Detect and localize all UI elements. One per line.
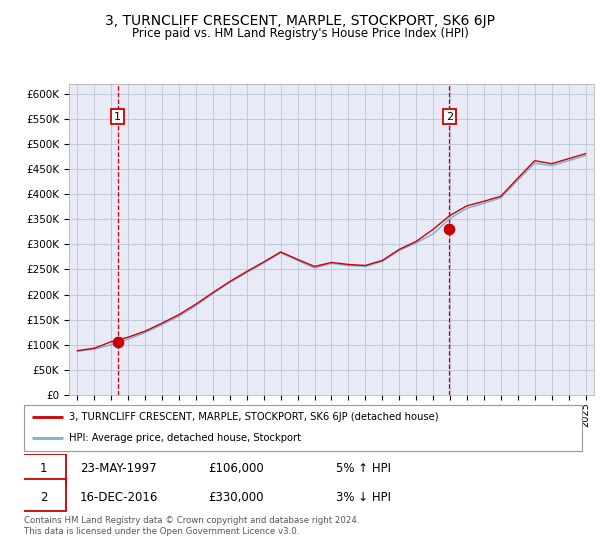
Text: 1: 1 bbox=[40, 462, 47, 475]
Text: Contains HM Land Registry data © Crown copyright and database right 2024.
This d: Contains HM Land Registry data © Crown c… bbox=[24, 516, 359, 536]
Text: HPI: Average price, detached house, Stockport: HPI: Average price, detached house, Stoc… bbox=[68, 433, 301, 444]
Point bbox=[113, 337, 122, 346]
Text: 16-DEC-2016: 16-DEC-2016 bbox=[80, 491, 158, 504]
FancyBboxPatch shape bbox=[21, 454, 66, 486]
Text: 3, TURNCLIFF CRESCENT, MARPLE, STOCKPORT, SK6 6JP: 3, TURNCLIFF CRESCENT, MARPLE, STOCKPORT… bbox=[105, 14, 495, 28]
Text: £106,000: £106,000 bbox=[208, 462, 264, 475]
Text: £330,000: £330,000 bbox=[208, 491, 263, 504]
Text: 2: 2 bbox=[40, 491, 47, 504]
Point bbox=[445, 225, 454, 234]
FancyBboxPatch shape bbox=[21, 479, 66, 511]
Text: 1: 1 bbox=[114, 111, 121, 122]
Text: 5% ↑ HPI: 5% ↑ HPI bbox=[337, 462, 391, 475]
Text: 23-MAY-1997: 23-MAY-1997 bbox=[80, 462, 157, 475]
Text: Price paid vs. HM Land Registry's House Price Index (HPI): Price paid vs. HM Land Registry's House … bbox=[131, 27, 469, 40]
FancyBboxPatch shape bbox=[24, 405, 582, 451]
Text: 3, TURNCLIFF CRESCENT, MARPLE, STOCKPORT, SK6 6JP (detached house): 3, TURNCLIFF CRESCENT, MARPLE, STOCKPORT… bbox=[68, 412, 438, 422]
Text: 3% ↓ HPI: 3% ↓ HPI bbox=[337, 491, 391, 504]
Text: 2: 2 bbox=[446, 111, 453, 122]
